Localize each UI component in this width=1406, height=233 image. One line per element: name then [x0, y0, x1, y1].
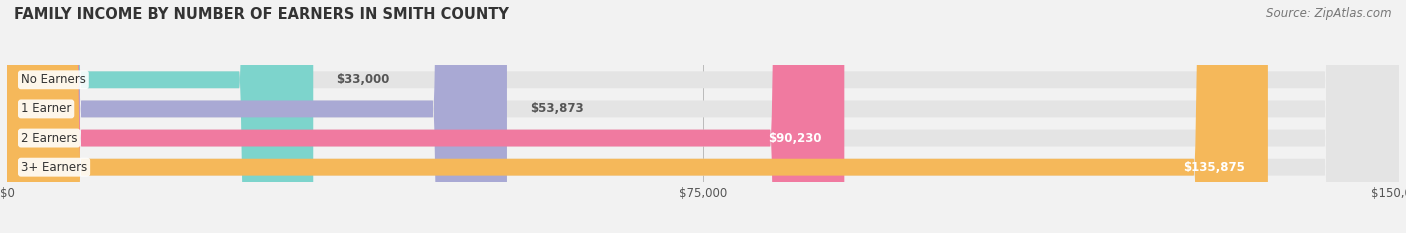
Text: 2 Earners: 2 Earners	[21, 132, 77, 144]
FancyBboxPatch shape	[7, 0, 1399, 233]
FancyBboxPatch shape	[7, 0, 1399, 233]
Text: 3+ Earners: 3+ Earners	[21, 161, 87, 174]
Text: FAMILY INCOME BY NUMBER OF EARNERS IN SMITH COUNTY: FAMILY INCOME BY NUMBER OF EARNERS IN SM…	[14, 7, 509, 22]
FancyBboxPatch shape	[7, 0, 1399, 233]
Text: $90,230: $90,230	[768, 132, 821, 144]
FancyBboxPatch shape	[7, 0, 1268, 233]
Text: $33,000: $33,000	[336, 73, 389, 86]
Text: $53,873: $53,873	[530, 103, 583, 115]
FancyBboxPatch shape	[7, 0, 314, 233]
Text: 1 Earner: 1 Earner	[21, 103, 72, 115]
FancyBboxPatch shape	[7, 0, 845, 233]
FancyBboxPatch shape	[7, 0, 508, 233]
Text: Source: ZipAtlas.com: Source: ZipAtlas.com	[1267, 7, 1392, 20]
FancyBboxPatch shape	[7, 0, 1399, 233]
Text: No Earners: No Earners	[21, 73, 86, 86]
Text: $135,875: $135,875	[1182, 161, 1244, 174]
